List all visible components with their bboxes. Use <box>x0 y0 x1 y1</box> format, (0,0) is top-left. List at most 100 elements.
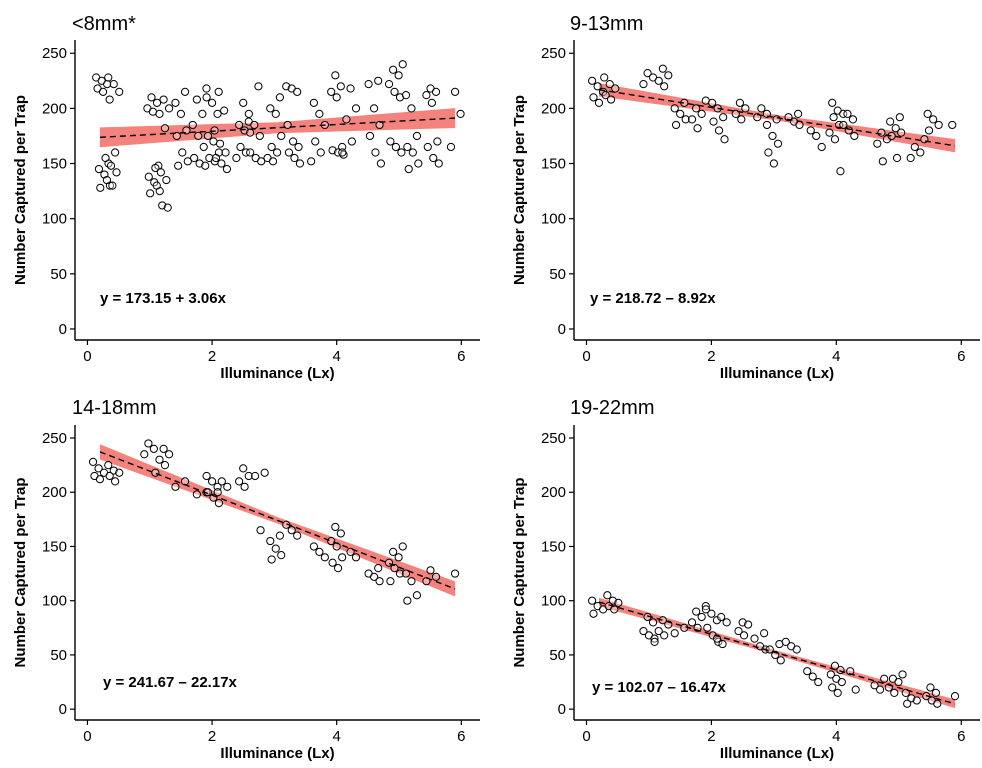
regression-line <box>598 601 956 705</box>
data-point <box>293 531 302 540</box>
data-point <box>720 135 729 144</box>
data-point <box>115 87 124 96</box>
data-point <box>155 455 164 464</box>
data-point <box>246 148 255 157</box>
regression-equation: y = 241.67 – 22.17x <box>103 674 238 691</box>
data-point <box>151 163 160 173</box>
data-point <box>198 109 207 118</box>
chart-title: 14-18mm <box>72 397 156 419</box>
data-point <box>848 115 858 124</box>
regression-line <box>99 451 456 590</box>
x-axis-title: Illuminance (Lx) <box>220 745 334 762</box>
data-point <box>450 87 460 96</box>
data-point <box>266 536 275 546</box>
x-tick-label: 0 <box>582 348 590 365</box>
data-point <box>149 444 158 453</box>
chart-title: 9-13mm <box>570 13 643 35</box>
data-point <box>762 120 772 130</box>
data-point <box>734 626 743 636</box>
data-point <box>217 159 226 168</box>
data-point <box>829 113 838 122</box>
data-point <box>670 104 679 113</box>
data-point <box>803 667 812 676</box>
data-point <box>371 148 380 157</box>
data-point <box>897 128 906 137</box>
y-tick-label: 50 <box>50 266 67 283</box>
data-point <box>342 115 351 124</box>
data-point <box>781 637 790 647</box>
data-point <box>926 683 935 692</box>
data-point <box>328 558 337 567</box>
data-point <box>414 159 423 168</box>
y-tick-label: 100 <box>42 593 67 610</box>
data-point <box>658 64 667 73</box>
data-point <box>202 471 211 481</box>
data-point <box>315 547 324 556</box>
data-point <box>875 685 885 694</box>
data-point <box>176 109 186 118</box>
data-point <box>275 531 284 540</box>
data-point <box>267 555 276 564</box>
data-point <box>159 95 168 104</box>
data-point <box>737 115 746 124</box>
y-tick-label: 150 <box>541 538 566 555</box>
data-point <box>910 142 919 152</box>
data-point <box>389 65 398 74</box>
data-point <box>214 87 223 96</box>
data-point <box>851 685 860 694</box>
data-point <box>239 98 248 107</box>
y-tick-label: 0 <box>558 321 566 338</box>
data-point <box>912 696 921 705</box>
data-point <box>374 564 383 573</box>
data-point <box>163 203 172 212</box>
data-point <box>95 475 105 484</box>
data-point <box>839 120 848 130</box>
data-point <box>217 477 226 486</box>
x-tick-label: 4 <box>333 728 341 745</box>
data-point <box>401 569 411 578</box>
data-point <box>384 558 394 567</box>
data-point <box>311 137 320 146</box>
data-point <box>271 544 280 553</box>
data-point <box>422 91 431 100</box>
data-point <box>614 598 623 607</box>
y-tick-label: 200 <box>541 484 566 501</box>
data-point <box>307 157 316 166</box>
data-point <box>147 93 156 102</box>
data-point <box>102 175 112 185</box>
data-point <box>369 572 379 581</box>
data-point <box>152 98 162 107</box>
data-point <box>792 645 801 654</box>
y-axis-title: Number Captured per Trap <box>511 477 528 667</box>
data-point <box>213 109 222 118</box>
chart-panel-1: <8mm* 0 50 100 150 200 250 0 2 4 6 Illuminance (Lx)… <box>12 13 480 382</box>
data-point <box>843 109 852 118</box>
y-tick-label: 100 <box>42 211 67 228</box>
data-point <box>718 639 727 649</box>
data-point <box>948 120 957 130</box>
chart-panel-4: 19-22mm 0 50 100 150 200 250 0 2 4 6 Illuminance (L… <box>511 397 980 762</box>
data-point <box>294 142 303 152</box>
data-point <box>338 553 347 562</box>
data-point <box>768 131 777 141</box>
data-point <box>601 91 610 100</box>
data-point <box>836 666 845 675</box>
data-point <box>433 137 442 146</box>
data-point <box>654 76 663 85</box>
y-tick-label: 100 <box>541 211 566 228</box>
data-point <box>408 148 417 157</box>
data-point <box>96 183 105 192</box>
data-point <box>894 677 903 687</box>
data-point <box>104 73 113 82</box>
data-point <box>687 618 697 627</box>
data-point <box>199 142 208 152</box>
data-point <box>338 148 347 157</box>
y-tick-label: 200 <box>42 100 67 117</box>
data-point <box>933 699 942 708</box>
x-tick-label: 6 <box>957 348 965 365</box>
data-point <box>327 87 336 96</box>
data-point <box>112 168 121 177</box>
data-point <box>681 115 690 124</box>
data-point <box>254 82 263 91</box>
data-point <box>288 137 298 146</box>
